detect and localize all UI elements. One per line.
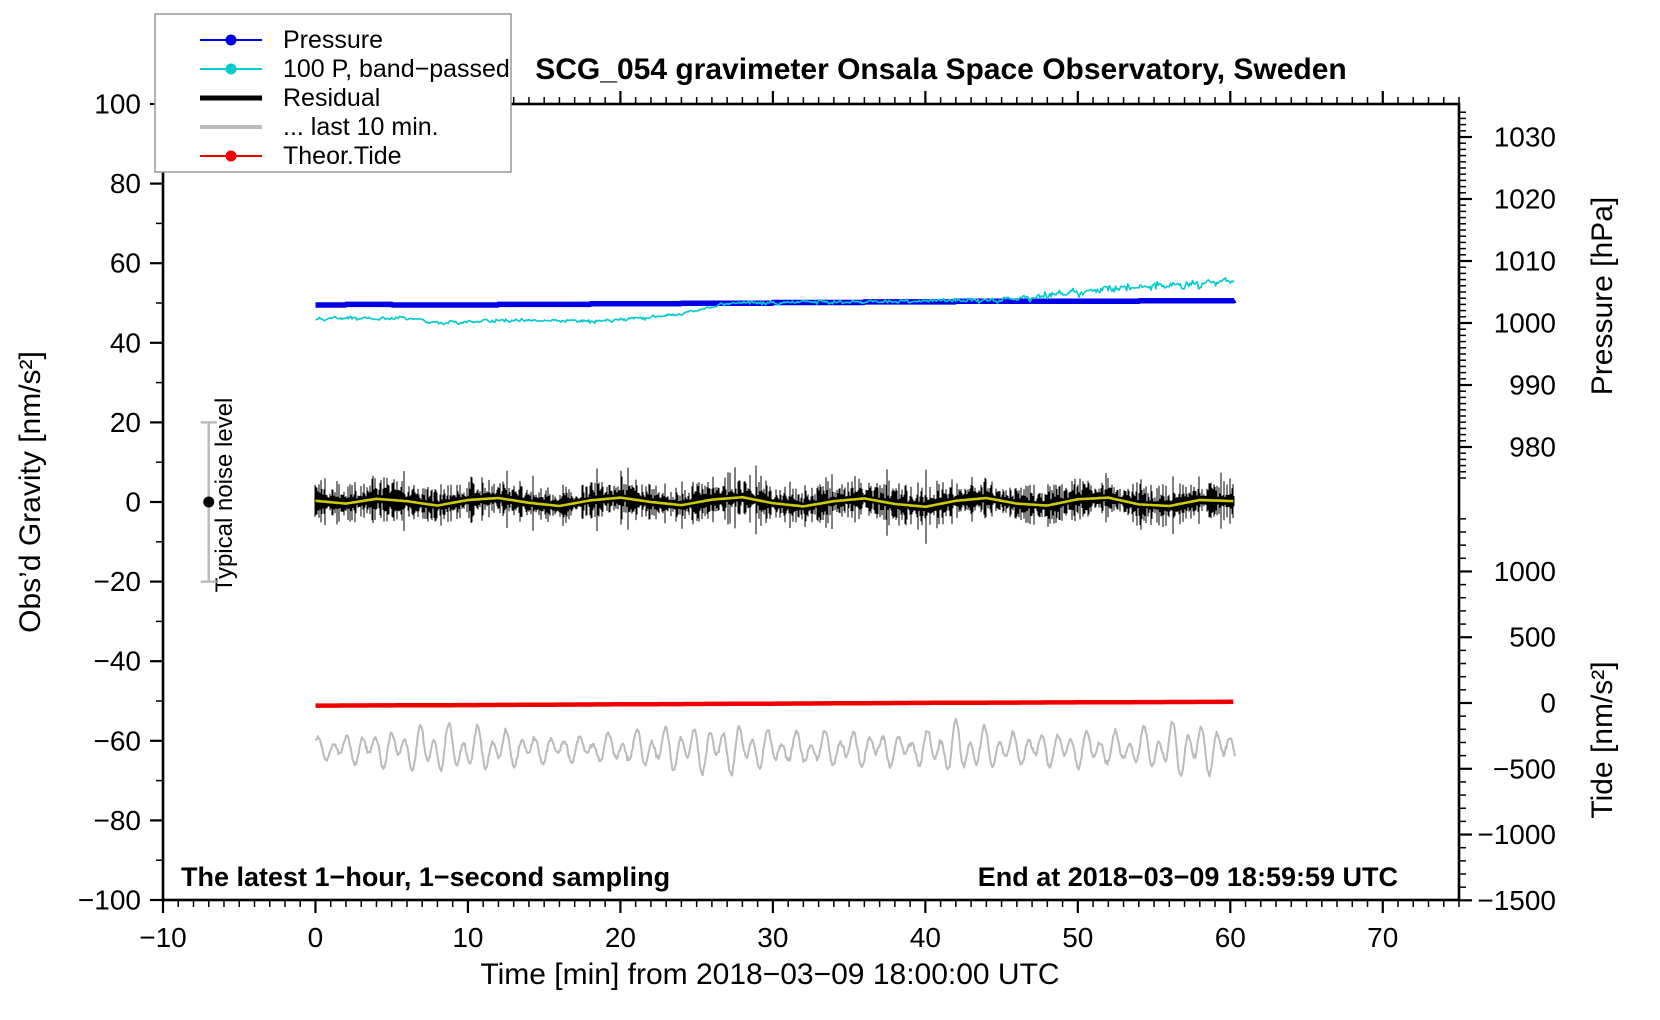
tide-tick-label: 0 xyxy=(1540,688,1556,719)
y-tick-label: 0 xyxy=(125,487,141,518)
legend-dot-marker xyxy=(225,150,237,162)
pressure-axis-title: Pressure [hPa] xyxy=(1586,197,1619,395)
pressure-tick-label: 990 xyxy=(1509,370,1556,401)
y-tick-label: 20 xyxy=(110,407,141,438)
chart-title: SCG_054 gravimeter Onsala Space Observat… xyxy=(535,53,1347,86)
left-axis-title: Obs’d Gravity [nm/s²] xyxy=(14,351,47,633)
x-tick-label: 70 xyxy=(1367,922,1398,953)
x-tick-label: 40 xyxy=(910,922,941,953)
legend-item-label: 100 P, band−passed xyxy=(283,55,510,83)
pressure-tick-label: 1020 xyxy=(1494,184,1556,215)
legend-dot-marker xyxy=(225,63,237,75)
legend-item-label: Pressure xyxy=(283,26,383,54)
x-tick-label: 20 xyxy=(605,922,636,953)
y-tick-label: 80 xyxy=(110,168,141,199)
x-tick-label: 60 xyxy=(1215,922,1246,953)
legend-dot-marker xyxy=(225,34,237,46)
x-tick-label: −10 xyxy=(139,922,187,953)
series-theor-tide xyxy=(315,699,1234,708)
y-tick-label: 40 xyxy=(110,327,141,358)
y-tick-label: −40 xyxy=(94,646,142,677)
x-tick-label: 30 xyxy=(757,922,788,953)
y-tick-label: 60 xyxy=(110,248,141,279)
pressure-tick-label: 1000 xyxy=(1494,308,1556,339)
series-layer xyxy=(313,277,1237,778)
y-tick-label: −100 xyxy=(78,885,141,916)
y-tick-label: −60 xyxy=(94,725,142,756)
x-tick-label: 50 xyxy=(1062,922,1093,953)
x-tick-label: 10 xyxy=(452,922,483,953)
tide-tick-label: −1000 xyxy=(1477,819,1556,850)
series-residual-smoothed xyxy=(315,495,1234,509)
legend-item-label: Theor.Tide xyxy=(283,142,402,170)
series-last-10-min xyxy=(314,717,1236,778)
x-tick-label: 0 xyxy=(308,922,324,953)
y-tick-label: −80 xyxy=(94,805,142,836)
noise-level-label: Typical noise level xyxy=(211,398,238,593)
noise-errorbar-dot xyxy=(203,496,215,508)
axes-layer: −10 0 10 20 30 40 50 60 70100806040200−20−40−60−… xyxy=(78,89,1556,954)
sampling-note: The latest 1−hour, 1−second sampling xyxy=(181,862,670,892)
y-tick-label: −20 xyxy=(94,566,142,597)
tide-tick-label: −500 xyxy=(1493,753,1556,784)
tide-tick-label: 1000 xyxy=(1494,556,1556,587)
legend-item-label: ... last 10 min. xyxy=(283,113,439,141)
pressure-tick-label: 980 xyxy=(1509,432,1556,463)
noise-level-errorbar xyxy=(200,421,217,583)
tide-tick-label: 500 xyxy=(1509,622,1556,653)
tide-axis-title: Tide [nm/s²] xyxy=(1586,661,1619,818)
end-note: End at 2018−03−09 18:59:59 UTC xyxy=(978,862,1398,892)
pressure-tick-label: 1030 xyxy=(1494,122,1556,153)
series-band-passed-pressure xyxy=(315,277,1235,326)
legend-item-label: Residual xyxy=(283,84,380,112)
tide-tick-label: −1500 xyxy=(1477,885,1556,916)
series-pressure xyxy=(313,297,1237,308)
y-tick-label: 100 xyxy=(94,89,141,120)
x-axis-title: Time [min] from 2018−03−09 18:00:00 UTC xyxy=(480,958,1059,991)
pressure-tick-label: 1010 xyxy=(1494,246,1556,277)
